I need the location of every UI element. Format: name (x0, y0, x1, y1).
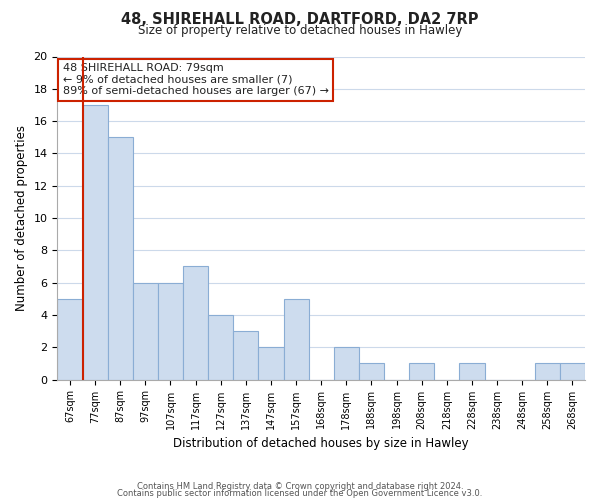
Bar (158, 282, 183, 380)
X-axis label: Distribution of detached houses by size in Hawley: Distribution of detached houses by size … (173, 437, 469, 450)
Bar (183, 266, 208, 380)
Text: Size of property relative to detached houses in Hawley: Size of property relative to detached ho… (138, 24, 462, 37)
Bar (560, 364, 585, 380)
Bar (359, 364, 384, 380)
Bar (58, 299, 83, 380)
Bar (133, 282, 158, 380)
Text: Contains HM Land Registry data © Crown copyright and database right 2024.: Contains HM Land Registry data © Crown c… (137, 482, 463, 491)
Bar (460, 364, 485, 380)
Y-axis label: Number of detached properties: Number of detached properties (15, 125, 28, 311)
Bar (535, 364, 560, 380)
Bar (409, 364, 434, 380)
Bar (334, 348, 359, 380)
Text: 48, SHIREHALL ROAD, DARTFORD, DA2 7RP: 48, SHIREHALL ROAD, DARTFORD, DA2 7RP (121, 12, 479, 28)
Text: Contains public sector information licensed under the Open Government Licence v3: Contains public sector information licen… (118, 490, 482, 498)
Bar (208, 315, 233, 380)
Bar (107, 138, 133, 380)
Text: 48 SHIREHALL ROAD: 79sqm
← 9% of detached houses are smaller (7)
89% of semi-det: 48 SHIREHALL ROAD: 79sqm ← 9% of detache… (62, 63, 329, 96)
Bar (233, 331, 259, 380)
Bar (284, 299, 308, 380)
Bar (259, 348, 284, 380)
Bar (83, 105, 107, 380)
